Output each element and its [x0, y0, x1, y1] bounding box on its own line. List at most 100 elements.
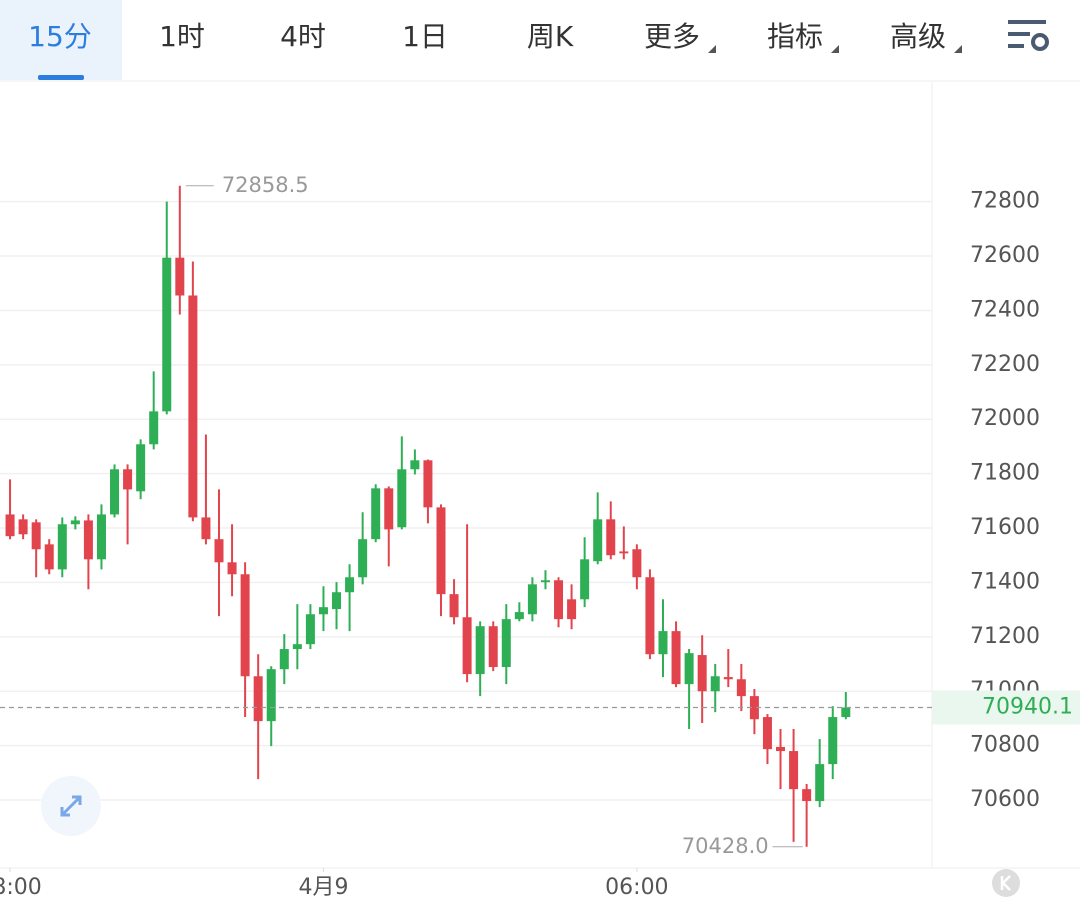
candle-body	[318, 607, 328, 615]
tab-label[interactable]: 周K	[527, 20, 574, 53]
candle-body	[253, 676, 263, 722]
candle-body	[57, 524, 67, 570]
candle-body	[279, 649, 289, 670]
candle-body	[554, 580, 564, 620]
candle-body	[123, 469, 133, 490]
candle-body	[423, 460, 433, 508]
candle-body	[514, 612, 524, 620]
y-tick-label: 71600	[970, 515, 1040, 540]
candle-body	[527, 584, 537, 615]
candle-body	[776, 746, 786, 752]
candle-body	[83, 520, 93, 560]
icon-gear	[1031, 33, 1049, 51]
tab-label[interactable]: 4时	[280, 20, 326, 53]
candle-body	[815, 764, 825, 802]
plot: 7060070800710007120071400716007180072000…	[0, 173, 1080, 900]
candle-body	[410, 460, 420, 470]
scroll-button[interactable]	[992, 869, 1020, 897]
min-label: 70428.0	[682, 834, 769, 858]
candle-body	[684, 653, 694, 685]
dropdown-caret	[708, 45, 716, 53]
candle-body	[436, 507, 446, 595]
candle-body	[175, 257, 185, 296]
candle-body	[201, 517, 211, 540]
y-tick-label: 71800	[970, 461, 1040, 486]
active-tab-indicator	[38, 75, 84, 80]
y-tick-label: 70800	[970, 733, 1040, 758]
candle-body	[227, 562, 237, 575]
tab-label[interactable]: 1日	[402, 20, 448, 53]
candle-body	[580, 559, 590, 600]
candle-body	[266, 669, 276, 722]
y-tick-label: 72400	[970, 297, 1040, 322]
x-tick-label: 18:00	[0, 875, 42, 900]
candle-body	[149, 411, 159, 445]
expand-arrows	[60, 795, 82, 817]
candle-body	[240, 574, 250, 677]
candle-body	[710, 676, 720, 692]
candle-body	[332, 592, 342, 610]
candle-body	[110, 469, 120, 515]
y-tick-label: 72000	[970, 406, 1040, 431]
candle-body	[593, 519, 603, 562]
candle-body	[802, 789, 812, 802]
dropdown-caret	[954, 45, 962, 53]
candle-body	[658, 631, 668, 655]
candle-body	[762, 717, 772, 750]
tab-label[interactable]: 更多	[644, 20, 700, 53]
y-tick-label: 70600	[970, 787, 1040, 812]
y-tick-label: 72200	[970, 352, 1040, 377]
candle-body	[462, 617, 472, 675]
candle-body	[358, 539, 368, 578]
candle-body	[162, 257, 172, 412]
tab-label[interactable]: 指标	[767, 20, 823, 53]
candle-body	[371, 488, 381, 540]
expand-icon	[60, 795, 82, 817]
y-tick-label: 71400	[970, 569, 1040, 594]
candle-body	[397, 469, 407, 528]
candle-body	[723, 677, 733, 680]
tab-label[interactable]: 高级	[890, 20, 946, 53]
candle-body	[5, 514, 15, 537]
candle-body	[567, 599, 577, 620]
candle-body	[540, 580, 550, 583]
candle-body	[501, 619, 511, 668]
settings-icon[interactable]	[1008, 20, 1049, 51]
last-price-tag	[932, 690, 1080, 725]
candle-body	[449, 594, 459, 618]
candle-body	[18, 519, 28, 535]
candle-body	[292, 644, 302, 650]
tab-label[interactable]: 1时	[159, 20, 205, 53]
tab-label[interactable]: 15分	[28, 20, 92, 53]
dropdown-caret	[831, 45, 839, 53]
candle-body	[841, 707, 851, 718]
candle-body	[31, 522, 41, 550]
candle-body	[645, 577, 655, 655]
candle-body	[619, 551, 629, 554]
candle-body	[488, 626, 498, 668]
candle-body	[345, 577, 355, 593]
candle-body	[96, 514, 106, 560]
active-tab-bg	[0, 0, 122, 80]
candle-body	[671, 631, 681, 685]
candle-body	[214, 539, 224, 563]
candle-body	[632, 549, 642, 578]
candle-body	[697, 655, 707, 692]
scroll-icon	[1000, 875, 1011, 891]
candle-body	[789, 751, 799, 790]
candle-body	[475, 626, 485, 675]
y-tick-label: 71200	[970, 624, 1040, 649]
candle-body	[749, 696, 759, 720]
max-label: 72858.5	[222, 173, 309, 197]
tab-bar: 15分 1时 4时 1日 周K 更多 指标 高级	[28, 20, 962, 53]
candle-body	[828, 717, 838, 765]
candle-body	[44, 544, 54, 570]
x-tick-label: 06:00	[605, 875, 668, 900]
last-price-label: 70940.1	[982, 695, 1073, 720]
candle-body	[188, 295, 198, 518]
candle-body	[384, 488, 394, 530]
y-tick-label: 72600	[970, 243, 1040, 268]
candle-body	[305, 614, 315, 645]
